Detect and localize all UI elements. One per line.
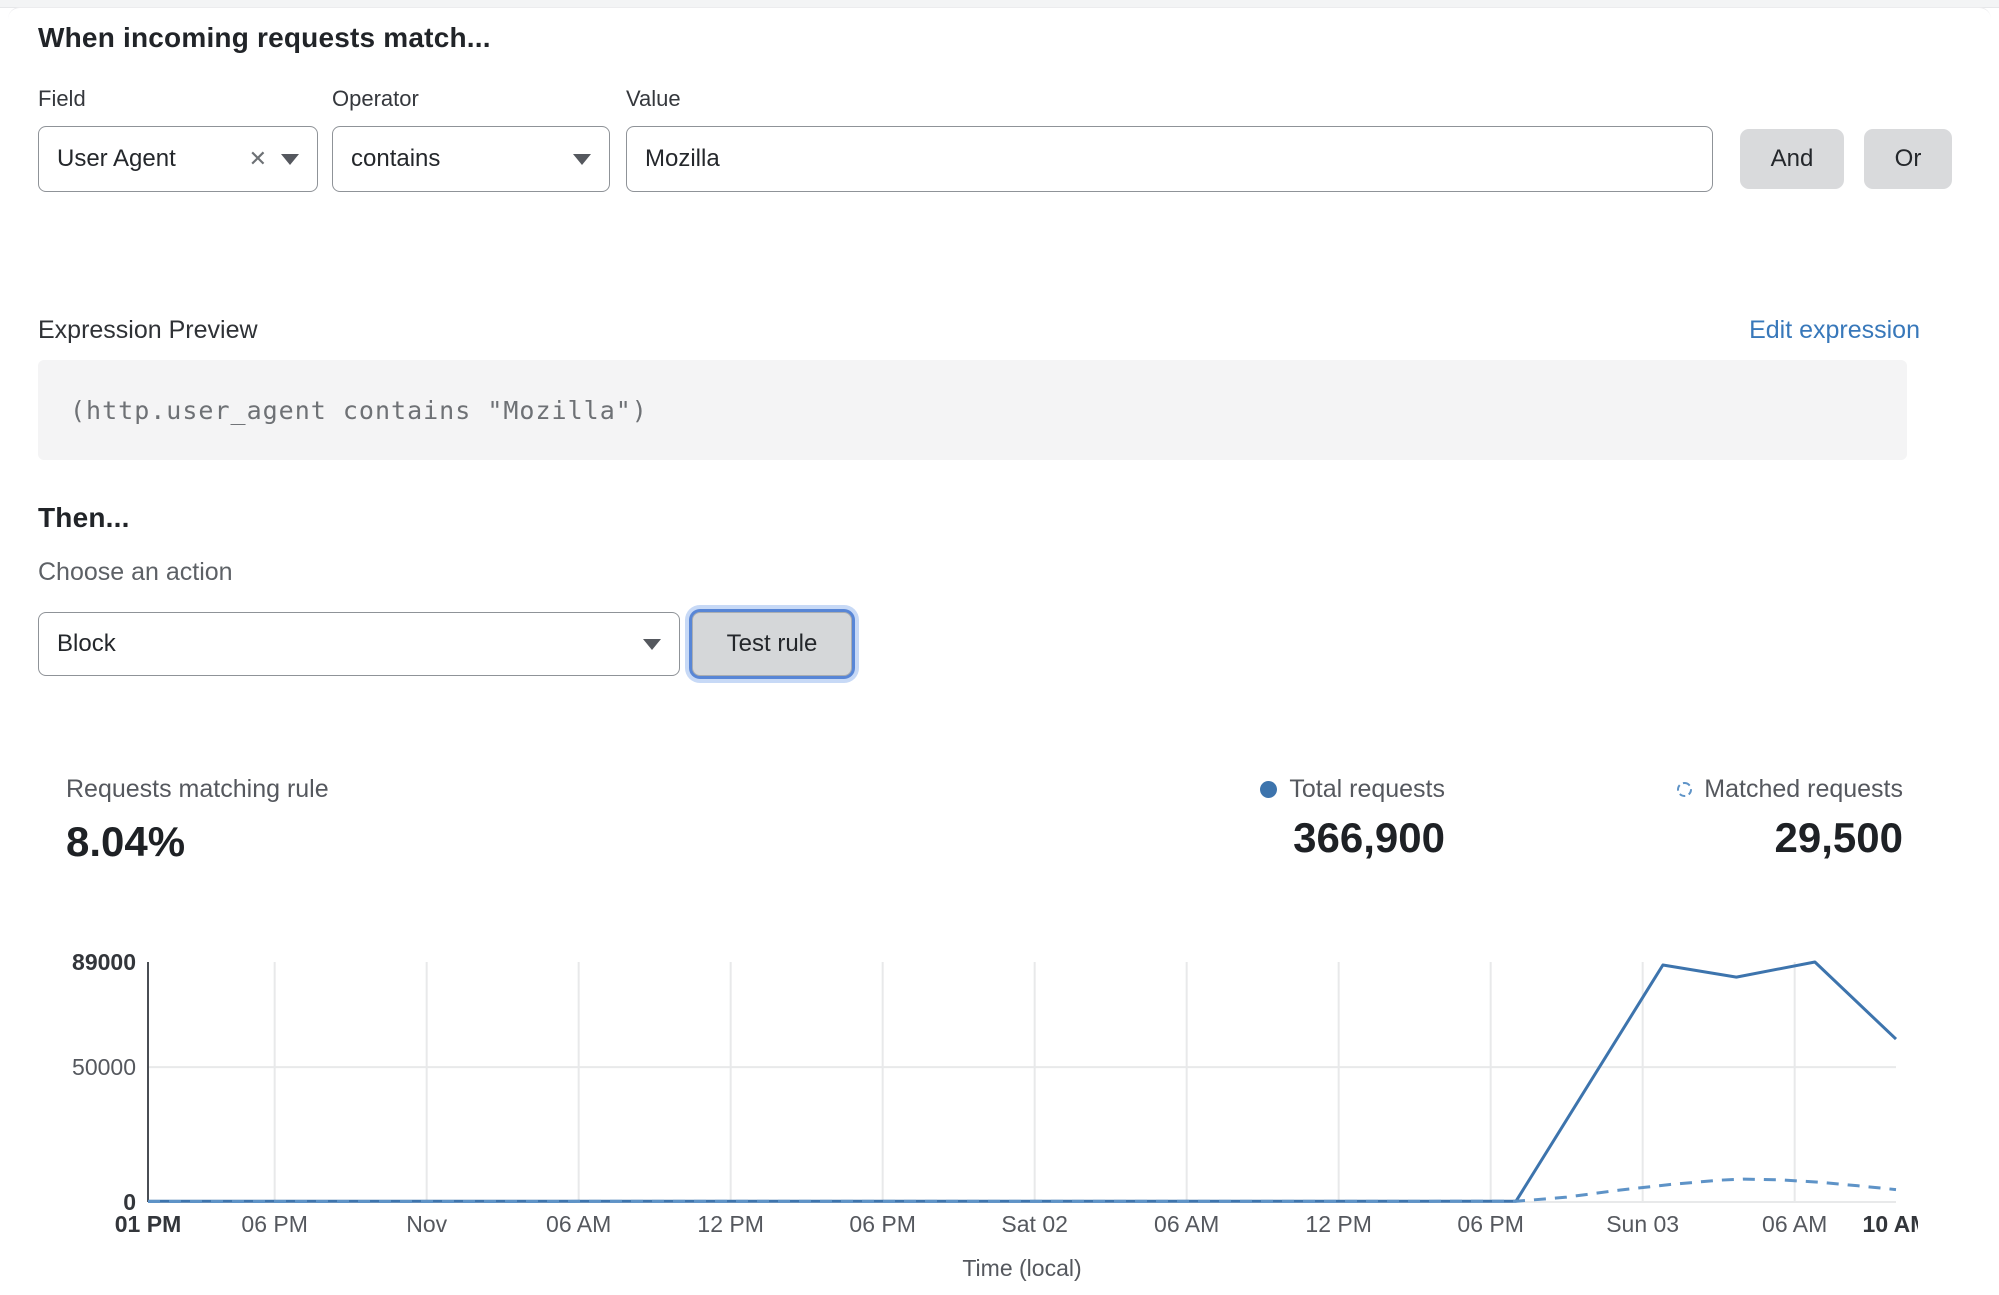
expression-preview-label: Expression Preview [38, 316, 258, 344]
expression-preview-box: (http.user_agent contains "Mozilla") [38, 360, 1907, 460]
action-select-value: Block [57, 630, 116, 657]
svg-text:12 PM: 12 PM [697, 1211, 763, 1237]
svg-text:06 PM: 06 PM [241, 1211, 307, 1237]
legend-total-requests: Total requests 366,900 [1260, 775, 1445, 862]
choose-action-label: Choose an action [38, 558, 233, 586]
operator-select[interactable]: contains [332, 126, 610, 192]
chart-canvas: 0 50000 89000 01 PM 06 PM Nov 06 AM 12 PM 06 PM S… [72, 949, 1918, 1281]
svg-text:0: 0 [123, 1189, 136, 1215]
legend-matched-value: 29,500 [1774, 814, 1903, 861]
operator-select-value: contains [351, 145, 441, 172]
svg-text:06 AM: 06 AM [1762, 1211, 1827, 1237]
field-select[interactable]: User Agent ✕ [38, 126, 318, 192]
svg-text:10 AM: 10 AM [1863, 1211, 1918, 1237]
svg-text:06 AM: 06 AM [546, 1211, 611, 1237]
requests-matching-value: 8.04% [66, 818, 186, 865]
svg-text:06 PM: 06 PM [849, 1211, 915, 1237]
legend-total-label: Total requests [1289, 775, 1445, 803]
then-heading: Then... [38, 502, 130, 533]
svg-text:Nov: Nov [406, 1211, 447, 1237]
test-rule-button[interactable]: Test rule [692, 612, 852, 676]
value-input[interactable] [626, 126, 1713, 192]
action-select[interactable]: Block [38, 612, 680, 676]
svg-text:Sat 02: Sat 02 [1001, 1211, 1068, 1237]
legend-matched-requests: Matched requests 29,500 [1677, 775, 1903, 862]
match-heading: When incoming requests match... [38, 22, 491, 53]
legend-matched-label: Matched requests [1704, 775, 1903, 803]
svg-text:Time (local): Time (local) [962, 1255, 1081, 1281]
field-label: Field [38, 86, 86, 111]
requests-line-chart: 0 50000 89000 01 PM 06 PM Nov 06 AM 12 PM 06 PM S… [38, 930, 1918, 1292]
edit-expression-link[interactable]: Edit expression [1749, 316, 1920, 344]
operator-label: Operator [332, 86, 419, 111]
svg-text:01 PM: 01 PM [115, 1211, 181, 1237]
svg-text:89000: 89000 [72, 949, 136, 975]
svg-text:50000: 50000 [72, 1054, 136, 1080]
legend-total-value: 366,900 [1293, 814, 1445, 861]
and-button[interactable]: And [1740, 129, 1844, 189]
card-top-edge [8, 7, 1991, 22]
dashed-circle-icon [1677, 782, 1693, 797]
clear-field-icon[interactable]: ✕ [248, 146, 267, 171]
svg-text:Sun 03: Sun 03 [1606, 1211, 1679, 1237]
value-label: Value [626, 86, 681, 111]
chevron-down-icon [643, 638, 661, 650]
or-button[interactable]: Or [1864, 129, 1952, 189]
svg-text:06 PM: 06 PM [1457, 1211, 1523, 1237]
svg-text:06 AM: 06 AM [1154, 1211, 1219, 1237]
solid-dot-icon [1260, 781, 1278, 798]
field-select-value: User Agent [57, 145, 176, 172]
requests-matching-label: Requests matching rule [66, 775, 329, 803]
expression-code: (http.user_agent contains "Mozilla") [70, 395, 648, 425]
chevron-down-icon [573, 153, 591, 165]
svg-text:12 PM: 12 PM [1305, 1211, 1371, 1237]
chevron-down-icon [281, 153, 299, 165]
